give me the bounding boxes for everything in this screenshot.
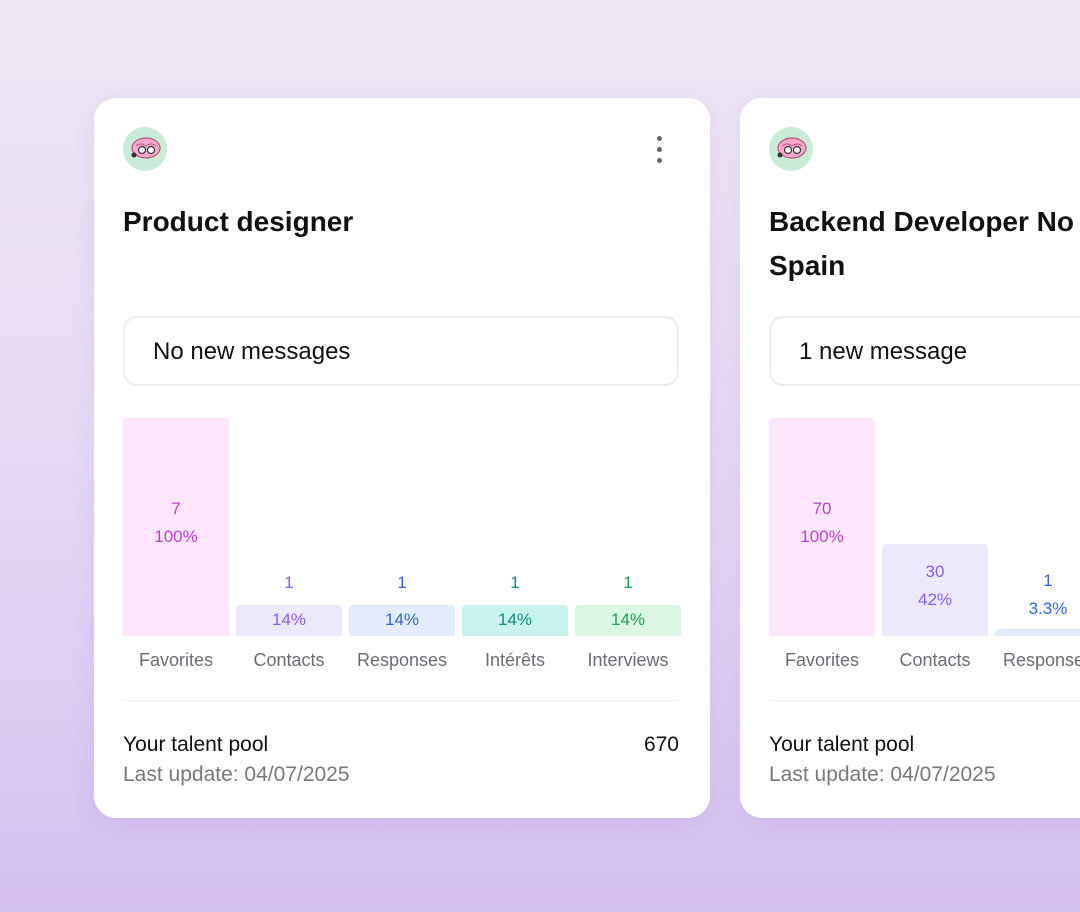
message-text: No new messages — [153, 338, 351, 365]
last-update: Last update: 04/07/2025 — [769, 763, 996, 786]
stage-label: Intérêts — [484, 650, 546, 670]
more-menu[interactable] — [654, 134, 664, 164]
stage-percent: 14% — [271, 609, 307, 629]
avatar — [769, 127, 813, 171]
avatar — [123, 127, 167, 171]
job-card[interactable]: Product designer No new messages 7 100% Favo… — [94, 98, 710, 818]
job-card[interactable]: Backend Developer No Spain 1 new message 70… — [740, 98, 1080, 818]
stage-percent: 14% — [384, 609, 420, 629]
pool-label: Your talent pool — [769, 733, 915, 756]
last-update: Last update: 04/07/2025 — [123, 763, 350, 786]
job-title: Product designer — [123, 200, 353, 244]
funnel-bar — [882, 544, 988, 636]
stage-percent: 3.3% — [1028, 598, 1068, 618]
funnel-bar — [236, 605, 342, 636]
dot — [657, 136, 662, 141]
stage-label: Contacts — [253, 650, 325, 670]
stage-percent: 14% — [497, 609, 533, 629]
stage-percent: 14% — [610, 609, 646, 629]
stage-percent: 100% — [154, 527, 198, 546]
stage-label: Responses — [356, 650, 448, 670]
title-line: Backend Developer No — [769, 206, 1074, 237]
divider — [769, 700, 1080, 701]
stage-count: 1 — [397, 573, 407, 593]
stage-count: 1 — [1043, 570, 1053, 590]
funnel-bar — [123, 418, 229, 636]
title-line: Spain — [769, 250, 846, 281]
stage-count: 30 — [925, 562, 945, 582]
message-box[interactable]: 1 new message — [769, 316, 1080, 386]
stage-label: Favorites — [138, 650, 214, 670]
title-line: Product designer — [123, 206, 354, 237]
dot — [657, 147, 662, 152]
stage-label: Responses — [1002, 650, 1080, 670]
message-text: 1 new message — [799, 338, 968, 365]
dot — [657, 158, 662, 163]
funnel-bar — [349, 605, 455, 636]
stage-label: Favorites — [784, 650, 860, 670]
funnel-bar — [769, 418, 875, 636]
stage-percent: 100% — [800, 527, 844, 546]
stage-percent: 42% — [917, 590, 953, 610]
pool-label: Your talent pool — [123, 733, 269, 756]
funnel-bar — [462, 605, 568, 636]
message-box[interactable]: No new messages — [123, 316, 679, 386]
divider — [123, 700, 679, 701]
funnel-bar — [995, 628, 1080, 636]
stage-label: Interviews — [587, 650, 669, 670]
pool-value: 670 — [643, 733, 679, 756]
stage-count: 7 — [171, 499, 181, 518]
stage-count: 1 — [623, 573, 633, 593]
stage-count: 70 — [812, 499, 832, 518]
funnel-bar — [575, 605, 681, 636]
stage-count: 1 — [510, 573, 520, 593]
stage-label: Contacts — [899, 650, 971, 670]
job-title: Backend Developer No Spain — [769, 200, 1074, 288]
stage-count: 1 — [284, 573, 294, 593]
